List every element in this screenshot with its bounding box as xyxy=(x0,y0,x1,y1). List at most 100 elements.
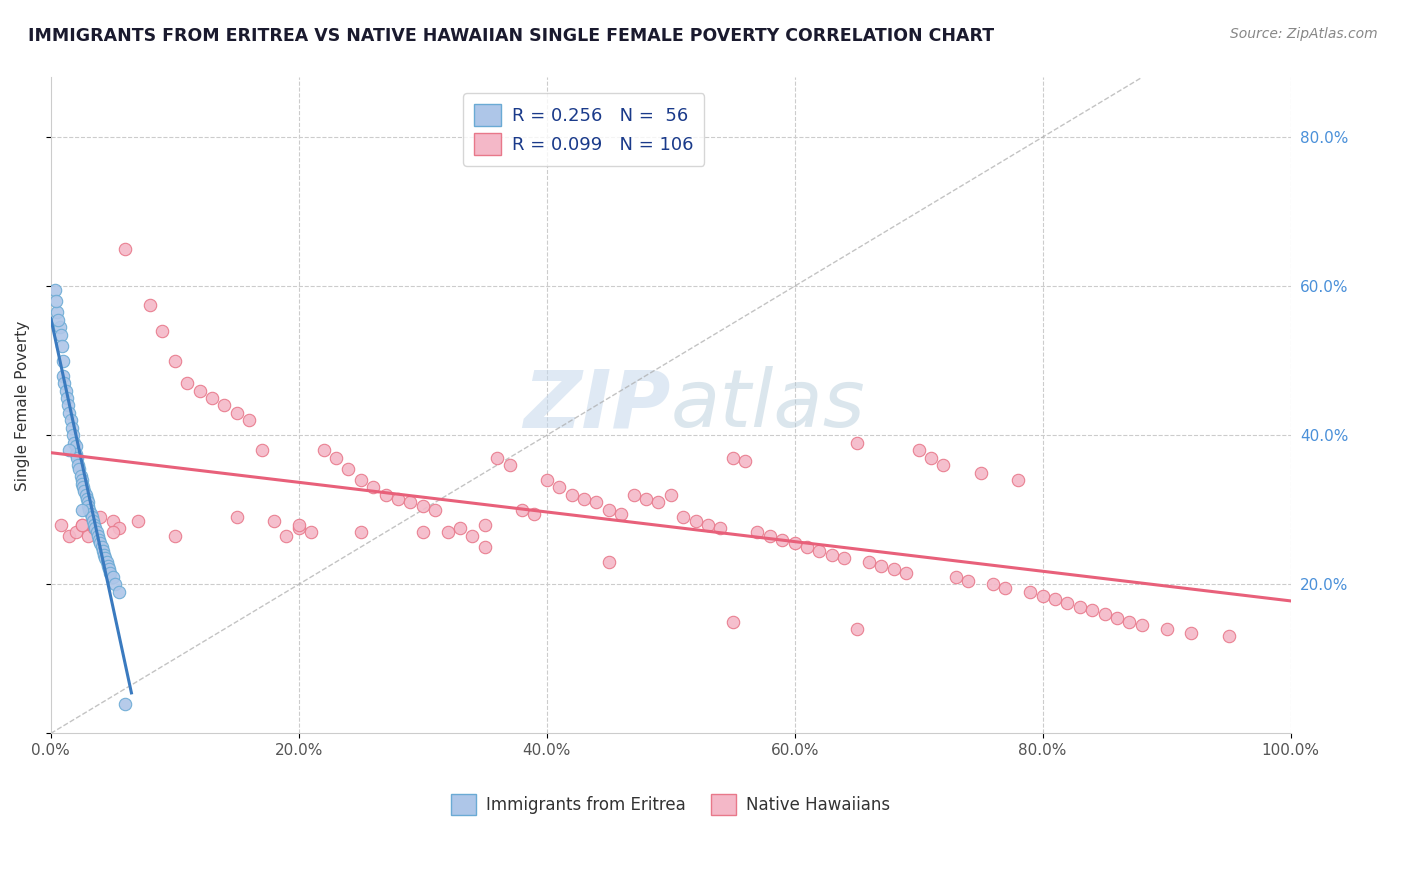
Point xyxy=(80,510,103,524)
Point xyxy=(845,622,868,636)
Point xyxy=(288,521,311,535)
Point xyxy=(97,558,120,573)
Point xyxy=(56,391,79,405)
Point xyxy=(870,558,893,573)
Point xyxy=(77,529,100,543)
Point xyxy=(412,499,434,513)
Point xyxy=(696,517,718,532)
Point xyxy=(70,473,93,487)
Point xyxy=(176,376,198,390)
Text: ZIP: ZIP xyxy=(523,367,671,444)
Point xyxy=(759,529,782,543)
Point xyxy=(75,488,97,502)
Point xyxy=(449,521,471,535)
Point xyxy=(83,521,105,535)
Point xyxy=(572,491,595,506)
Point xyxy=(598,555,620,569)
Point xyxy=(783,536,806,550)
Y-axis label: Single Female Poverty: Single Female Poverty xyxy=(15,320,30,491)
Point xyxy=(55,384,77,398)
Point xyxy=(374,488,396,502)
Point xyxy=(250,443,273,458)
Point xyxy=(53,376,76,390)
Point xyxy=(58,529,80,543)
Point xyxy=(65,439,87,453)
Point xyxy=(67,462,90,476)
Point xyxy=(610,507,633,521)
Point xyxy=(73,484,96,499)
Point xyxy=(65,525,87,540)
Point xyxy=(70,517,93,532)
Point xyxy=(598,503,620,517)
Point xyxy=(1056,596,1078,610)
Point xyxy=(98,566,121,581)
Point xyxy=(84,521,107,535)
Point xyxy=(52,353,75,368)
Point xyxy=(108,584,131,599)
Point xyxy=(474,517,496,532)
Point xyxy=(486,450,509,465)
Point xyxy=(585,495,607,509)
Point xyxy=(114,697,136,711)
Point xyxy=(821,548,844,562)
Text: IMMIGRANTS FROM ERITREA VS NATIVE HAWAIIAN SINGLE FEMALE POVERTY CORRELATION CHA: IMMIGRANTS FROM ERITREA VS NATIVE HAWAII… xyxy=(28,27,994,45)
Point xyxy=(101,514,124,528)
Point xyxy=(1180,625,1202,640)
Point xyxy=(79,507,101,521)
Point xyxy=(48,320,70,334)
Point xyxy=(1043,592,1066,607)
Point xyxy=(1069,599,1091,614)
Point xyxy=(1019,584,1042,599)
Point xyxy=(163,529,186,543)
Point xyxy=(77,499,100,513)
Point xyxy=(907,443,929,458)
Point xyxy=(1105,611,1128,625)
Point xyxy=(498,458,520,472)
Point xyxy=(77,495,100,509)
Point xyxy=(51,339,73,353)
Point xyxy=(945,570,967,584)
Legend: Immigrants from Eritrea, Native Hawaiians: Immigrants from Eritrea, Native Hawaiian… xyxy=(444,788,897,822)
Point xyxy=(536,473,558,487)
Point xyxy=(361,480,384,494)
Point xyxy=(436,525,458,540)
Point xyxy=(98,562,121,576)
Point xyxy=(399,495,422,509)
Point xyxy=(63,435,86,450)
Point xyxy=(94,551,117,566)
Point xyxy=(90,540,112,554)
Point xyxy=(770,533,793,547)
Text: Source: ZipAtlas.com: Source: ZipAtlas.com xyxy=(1230,27,1378,41)
Point xyxy=(299,525,322,540)
Point xyxy=(425,503,447,517)
Point xyxy=(734,454,756,468)
Point xyxy=(474,540,496,554)
Point xyxy=(858,555,880,569)
Point xyxy=(1218,630,1240,644)
Point xyxy=(93,548,115,562)
Point xyxy=(67,458,90,472)
Point xyxy=(337,462,360,476)
Point xyxy=(70,517,93,532)
Point xyxy=(796,540,818,554)
Point xyxy=(276,529,298,543)
Point xyxy=(709,521,731,535)
Point xyxy=(288,517,311,532)
Point xyxy=(69,469,91,483)
Point xyxy=(101,570,124,584)
Point xyxy=(49,517,72,532)
Point xyxy=(127,514,149,528)
Point xyxy=(44,283,66,297)
Point xyxy=(548,480,571,494)
Point xyxy=(45,294,67,309)
Point xyxy=(845,435,868,450)
Point xyxy=(1156,622,1178,636)
Point xyxy=(721,450,744,465)
Point xyxy=(86,525,108,540)
Point xyxy=(65,447,87,461)
Point xyxy=(225,406,247,420)
Point xyxy=(163,353,186,368)
Point xyxy=(52,368,75,383)
Point xyxy=(188,384,211,398)
Point xyxy=(62,428,84,442)
